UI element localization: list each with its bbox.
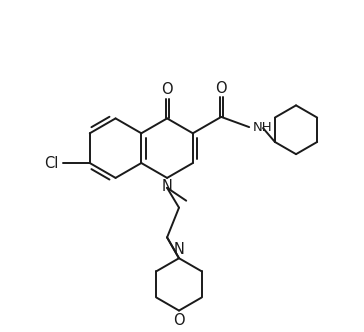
Text: O: O — [161, 82, 173, 97]
Text: N: N — [174, 242, 185, 257]
Text: O: O — [215, 81, 227, 96]
Text: O: O — [173, 313, 185, 328]
Text: NH: NH — [253, 121, 273, 133]
Text: Cl: Cl — [44, 155, 58, 171]
Text: N: N — [162, 179, 173, 194]
